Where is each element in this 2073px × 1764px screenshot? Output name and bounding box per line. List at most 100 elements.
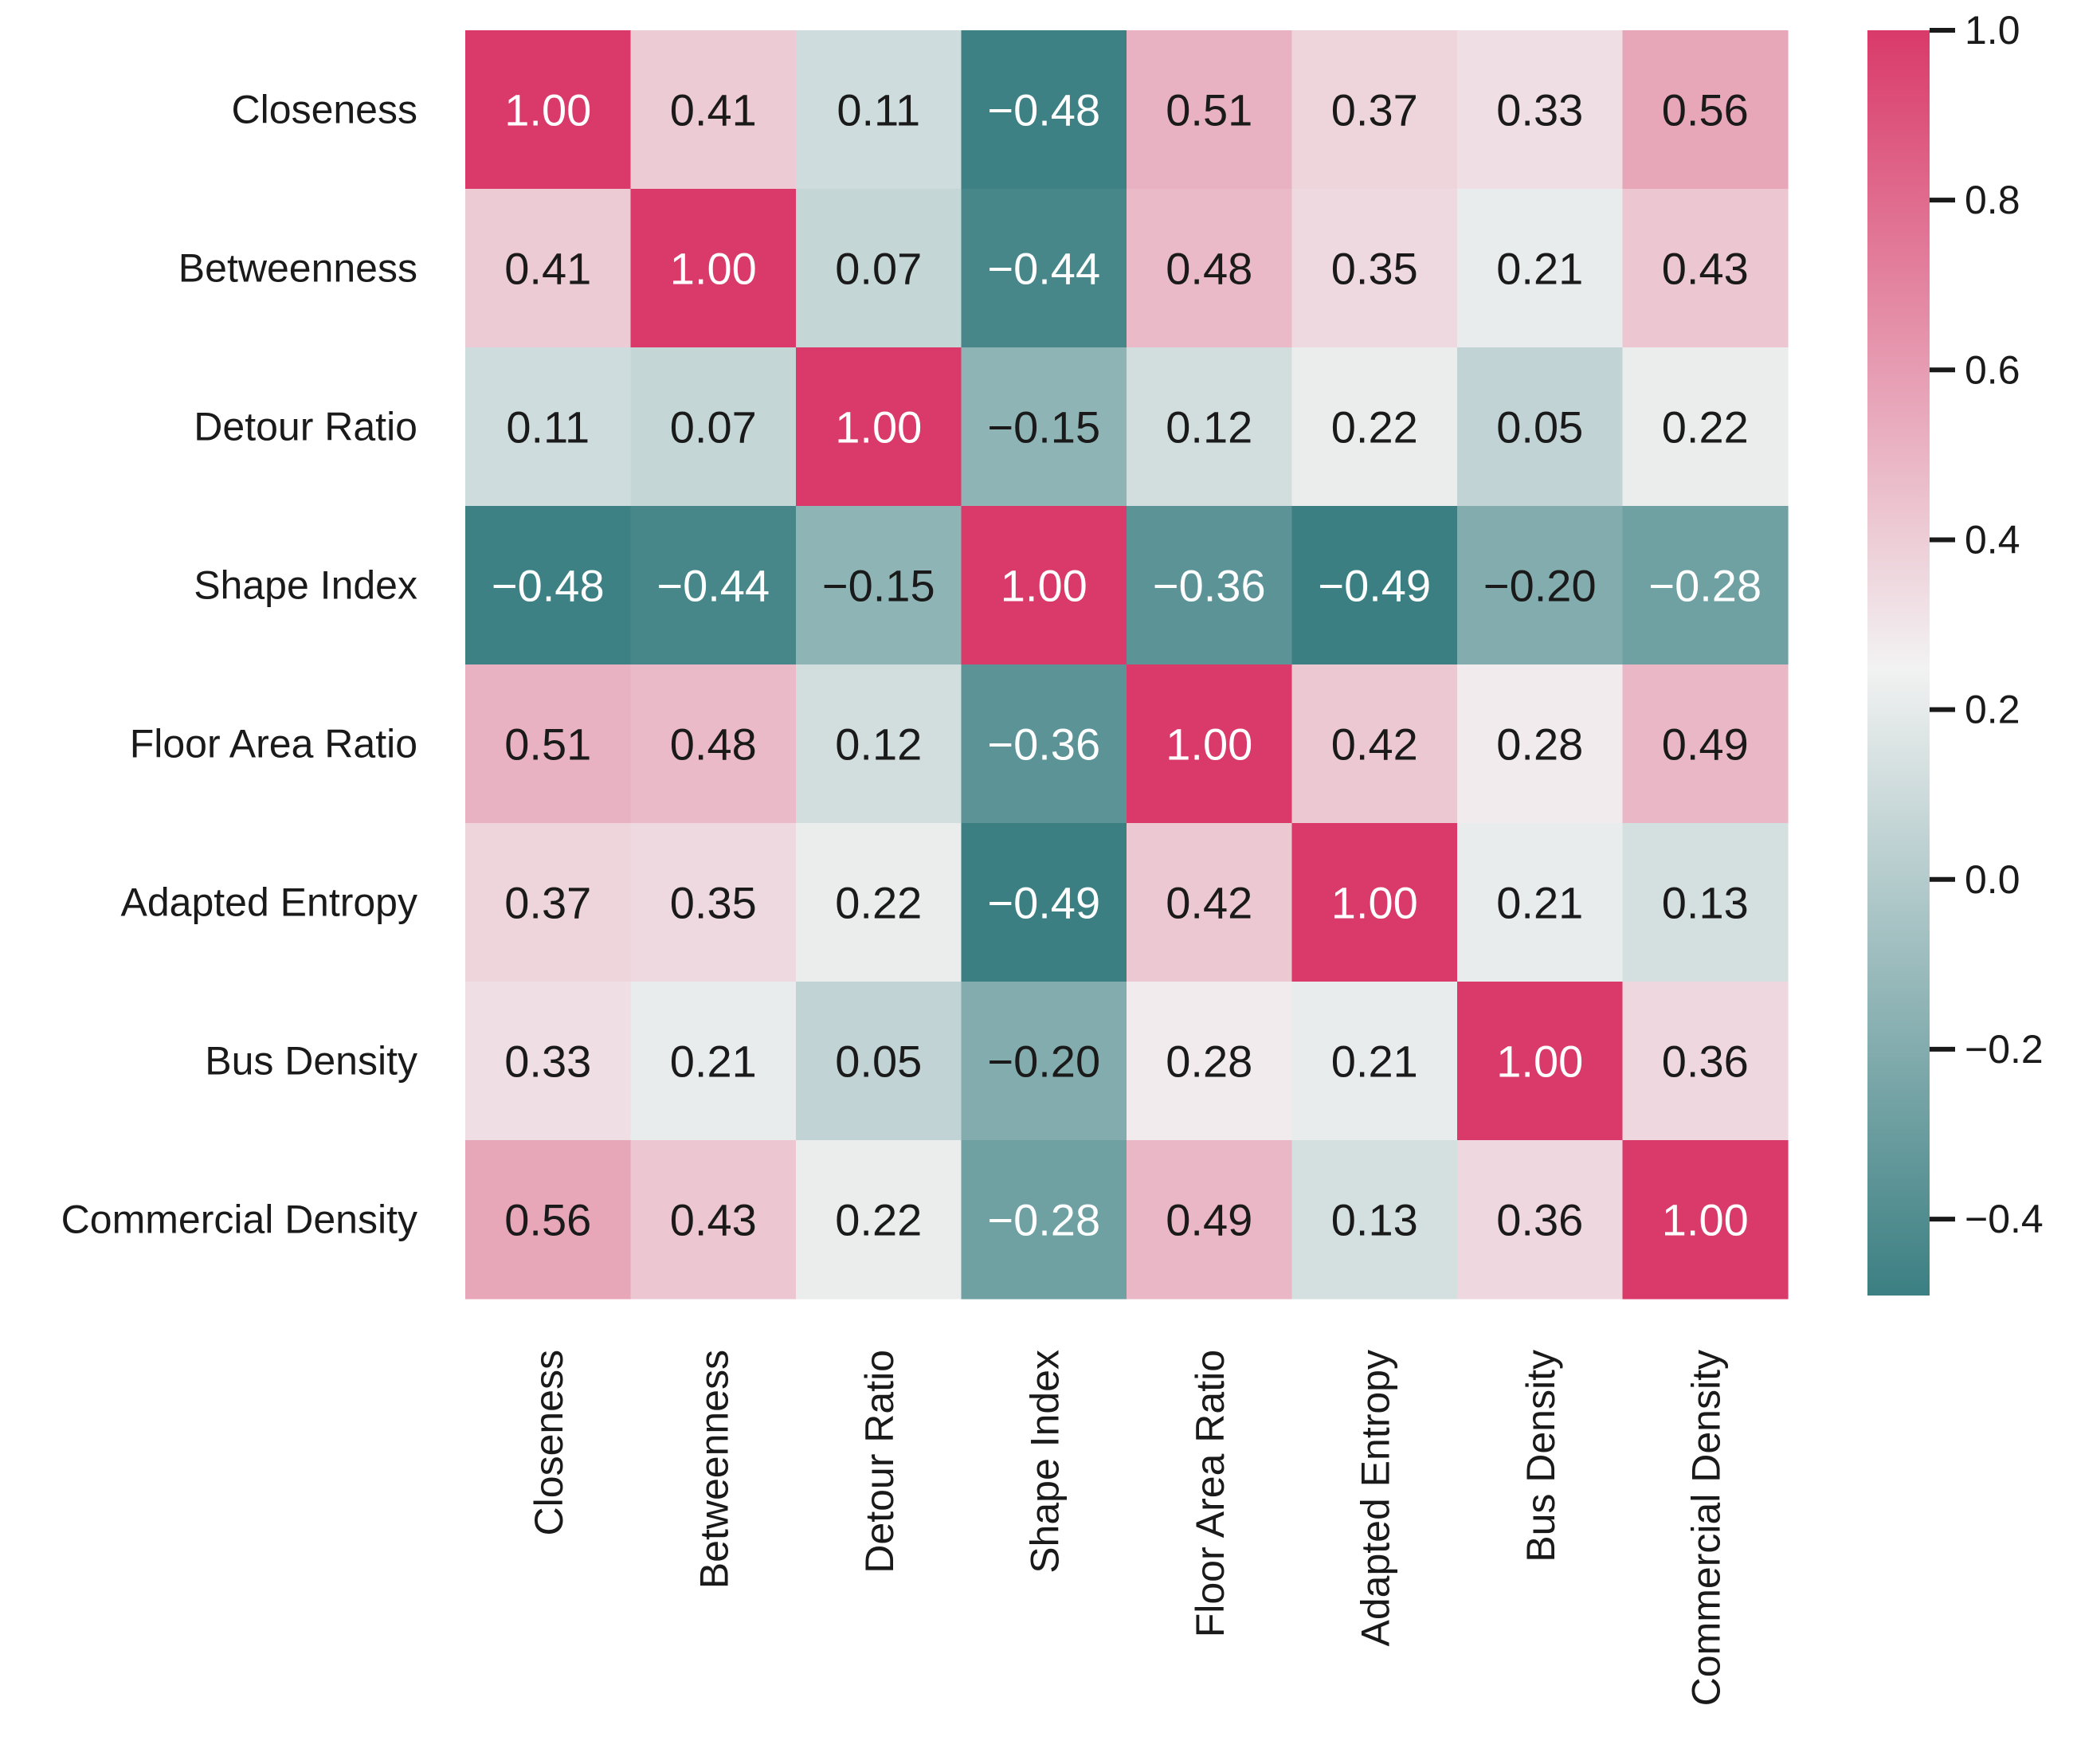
- column-labels: Closeness Betweenness Detour Ratio Shape In…: [527, 1350, 1729, 1706]
- heatmap-cell-commercial-density-commercial-density: [1622, 1140, 1789, 1299]
- column-label-bus-density: Bus Density: [1519, 1350, 1563, 1562]
- row-label-floor-area-ratio: Floor Area Ratio: [130, 722, 417, 766]
- cell-value-label: −0.49: [987, 878, 1100, 928]
- heatmap-cell-closeness-adapted-entropy: [1291, 30, 1458, 190]
- row-labels: Closeness Betweenness Detour Ratio Shape In…: [61, 88, 417, 1242]
- heatmap-cell-adapted-entropy-detour-ratio: [796, 823, 962, 982]
- colorbar-tick-label: −0.4: [1965, 1197, 2044, 1241]
- cell-value-label: 0.11: [506, 402, 590, 453]
- heatmap-cell-closeness-closeness: [465, 30, 632, 190]
- heatmap-cell-floor-area-ratio-shape-index: [961, 664, 1127, 824]
- colorbar-tick-label: 0.0: [1965, 857, 2020, 902]
- heatmap-cell-adapted-entropy-commercial-density: [1622, 823, 1789, 982]
- heatmap-cell-commercial-density-bus-density: [1457, 1140, 1624, 1299]
- heatmap-cell-floor-area-ratio-detour-ratio: [796, 664, 962, 824]
- cell-value-label: 0.56: [504, 1195, 591, 1245]
- cell-value-label: 0.43: [1662, 244, 1749, 294]
- cell-value-label: 0.36: [1496, 1195, 1583, 1245]
- heatmap-cell-adapted-entropy-adapted-entropy: [1291, 823, 1458, 982]
- cell-value-label: 0.37: [504, 878, 591, 928]
- heatmap-grid: 1.00 0.41 0.11 −0.48 0.51 0.37 0.33 0.56 0.41 1.0…: [465, 30, 1789, 1299]
- heatmap-cell-betweenness-shape-index: [961, 189, 1127, 348]
- heatmap-cell-shape-index-adapted-entropy: [1291, 506, 1458, 665]
- cell-value-label: 0.41: [504, 244, 591, 294]
- colorbar-tick-label: 1.0: [1965, 8, 2020, 53]
- heatmap-cell-betweenness-commercial-density: [1622, 189, 1789, 348]
- column-label-floor-area-ratio: Floor Area Ratio: [1188, 1350, 1232, 1637]
- column-label-commercial-density: Commercial Density: [1683, 1350, 1728, 1706]
- colorbar-tick-label: 0.6: [1965, 347, 2020, 392]
- heatmap-cell-bus-density-closeness: [465, 982, 632, 1141]
- cell-value-label: 1.00: [1001, 561, 1087, 611]
- heatmap-cell-closeness-bus-density: [1457, 30, 1624, 190]
- row-label-betweenness: Betweenness: [178, 246, 417, 291]
- cell-value-label: 0.22: [835, 878, 922, 928]
- heatmap-cell-detour-ratio-commercial-density: [1622, 347, 1789, 507]
- cell-value-label: 0.48: [1166, 244, 1252, 294]
- cell-value-label: 0.37: [1331, 85, 1418, 135]
- heatmap-cell-commercial-density-adapted-entropy: [1291, 1140, 1458, 1299]
- cell-value-label: 0.35: [670, 878, 757, 928]
- cell-value-label: 0.28: [1166, 1037, 1252, 1087]
- heatmap-cell-commercial-density-floor-area-ratio: [1127, 1140, 1293, 1299]
- heatmap-cell-adapted-entropy-bus-density: [1457, 823, 1624, 982]
- colorbar: 1.0 0.8 0.6 0.4 0.2 0.0 −0.2 −0.4: [1867, 8, 2044, 1296]
- cell-value-label: 0.05: [835, 1037, 922, 1087]
- heatmap-cell-bus-density-betweenness: [630, 982, 797, 1141]
- cell-value-label: 0.05: [1496, 402, 1583, 453]
- row-label-closeness: Closeness: [232, 88, 417, 132]
- cell-value-label: 1.00: [670, 244, 757, 294]
- heatmap-cell-bus-density-shape-index: [961, 982, 1127, 1141]
- cell-value-label: 0.12: [835, 719, 922, 770]
- cell-value-label: −0.36: [987, 719, 1100, 770]
- heatmap-cell-shape-index-commercial-density: [1622, 506, 1789, 665]
- cell-value-label: 0.21: [1496, 244, 1583, 294]
- cell-value-label: 0.41: [670, 85, 757, 135]
- heatmap-cell-closeness-betweenness: [630, 30, 797, 190]
- cell-value-label: 1.00: [1166, 719, 1252, 770]
- cell-value-label: 0.49: [1166, 1195, 1252, 1245]
- cell-value-label: 1.00: [504, 85, 591, 135]
- cell-value-label: 0.22: [835, 1195, 922, 1245]
- heatmap-cell-shape-index-closeness: [465, 506, 632, 665]
- column-label-adapted-entropy: Adapted Entropy: [1353, 1350, 1397, 1647]
- cell-value-label: −0.48: [492, 561, 605, 611]
- cell-value-label: −0.20: [1483, 561, 1597, 611]
- heatmap-cell-detour-ratio-closeness: [465, 347, 632, 507]
- heatmap-cell-shape-index-shape-index: [961, 506, 1127, 665]
- row-label-bus-density: Bus Density: [205, 1039, 417, 1084]
- heatmap-cell-closeness-detour-ratio: [796, 30, 962, 190]
- heatmap-cell-detour-ratio-detour-ratio: [796, 347, 962, 507]
- heatmap-cell-betweenness-floor-area-ratio: [1127, 189, 1293, 348]
- cell-value-label: 0.48: [670, 719, 757, 770]
- colorbar-tick-label: −0.2: [1965, 1027, 2044, 1072]
- cell-value-label: 0.11: [837, 85, 920, 135]
- heatmap-cell-adapted-entropy-betweenness: [630, 823, 797, 982]
- cell-value-label: −0.49: [1318, 561, 1431, 611]
- cell-value-label: 0.56: [1662, 85, 1749, 135]
- heatmap-cell-betweenness-bus-density: [1457, 189, 1624, 348]
- cell-value-label: 0.33: [1496, 85, 1583, 135]
- heatmap-cell-detour-ratio-adapted-entropy: [1291, 347, 1458, 507]
- cell-value-label: 0.35: [1331, 244, 1418, 294]
- colorbar-tick-label: 0.2: [1965, 688, 2020, 732]
- colorbar-tick-label: 0.4: [1965, 517, 2020, 562]
- cell-value-label: 1.00: [1496, 1037, 1583, 1087]
- heatmap-cell-betweenness-betweenness: [630, 189, 797, 348]
- cell-value-label: 0.07: [670, 402, 757, 453]
- heatmap-cell-adapted-entropy-floor-area-ratio: [1127, 823, 1293, 982]
- cell-value-label: 0.49: [1662, 719, 1749, 770]
- cell-value-label: −0.28: [987, 1195, 1100, 1245]
- heatmap-cell-betweenness-adapted-entropy: [1291, 189, 1458, 348]
- heatmap-cell-bus-density-floor-area-ratio: [1127, 982, 1293, 1141]
- heatmap-cell-closeness-shape-index: [961, 30, 1127, 190]
- cell-value-label: 0.33: [504, 1037, 591, 1087]
- heatmap-cell-detour-ratio-floor-area-ratio: [1127, 347, 1293, 507]
- cell-value-label: 0.51: [1166, 85, 1252, 135]
- cell-value-label: −0.44: [656, 561, 770, 611]
- colorbar-tick-label: 0.8: [1965, 178, 2020, 222]
- column-label-closeness: Closeness: [527, 1350, 571, 1535]
- cell-value-label: 0.43: [670, 1195, 757, 1245]
- heatmap-cell-bus-density-adapted-entropy: [1291, 982, 1458, 1141]
